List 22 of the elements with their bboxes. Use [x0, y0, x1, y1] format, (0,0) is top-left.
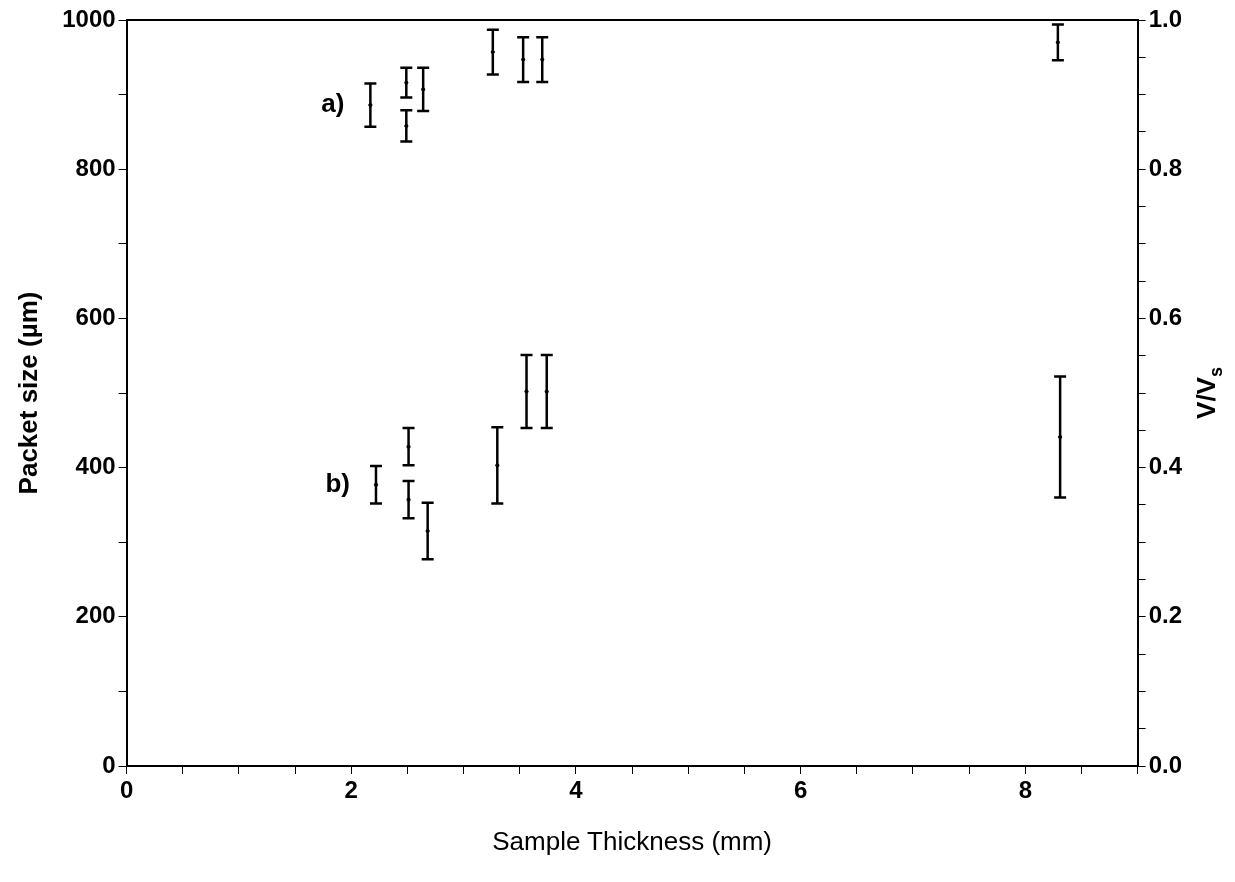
y-tick-label: 200 [75, 601, 116, 629]
text: a) [321, 88, 345, 119]
x-tick-label: 0 [119, 776, 134, 804]
y-axis-title: Packet size (µm) [12, 291, 43, 495]
y-tick-label: 600 [75, 303, 116, 331]
y2-tick-label: 1.0 [1148, 4, 1183, 32]
y2-tick-label: 0.4 [1148, 452, 1183, 480]
y-tick-label: 1000 [62, 4, 116, 32]
x-tick-label: 8 [1018, 776, 1032, 804]
y2-tick-label: 0.0 [1148, 750, 1183, 778]
text: b) [325, 467, 350, 498]
y-tick-label: 0 [102, 750, 116, 778]
y2-tick-label: 0.6 [1148, 303, 1183, 331]
y2-tick-label: 0.8 [1148, 153, 1183, 181]
x-tick-label: 6 [793, 776, 808, 804]
y2-axis-title: V/Vs [1191, 367, 1226, 419]
y-tick-label: 400 [75, 452, 116, 480]
y-tick-label: 800 [75, 153, 116, 181]
x-tick-label: 4 [569, 776, 584, 804]
x-axis-title: Sample Thickness (mm) [492, 825, 773, 856]
x-tick-label: 2 [344, 776, 358, 804]
y2-tick-label: 0.2 [1148, 601, 1183, 629]
